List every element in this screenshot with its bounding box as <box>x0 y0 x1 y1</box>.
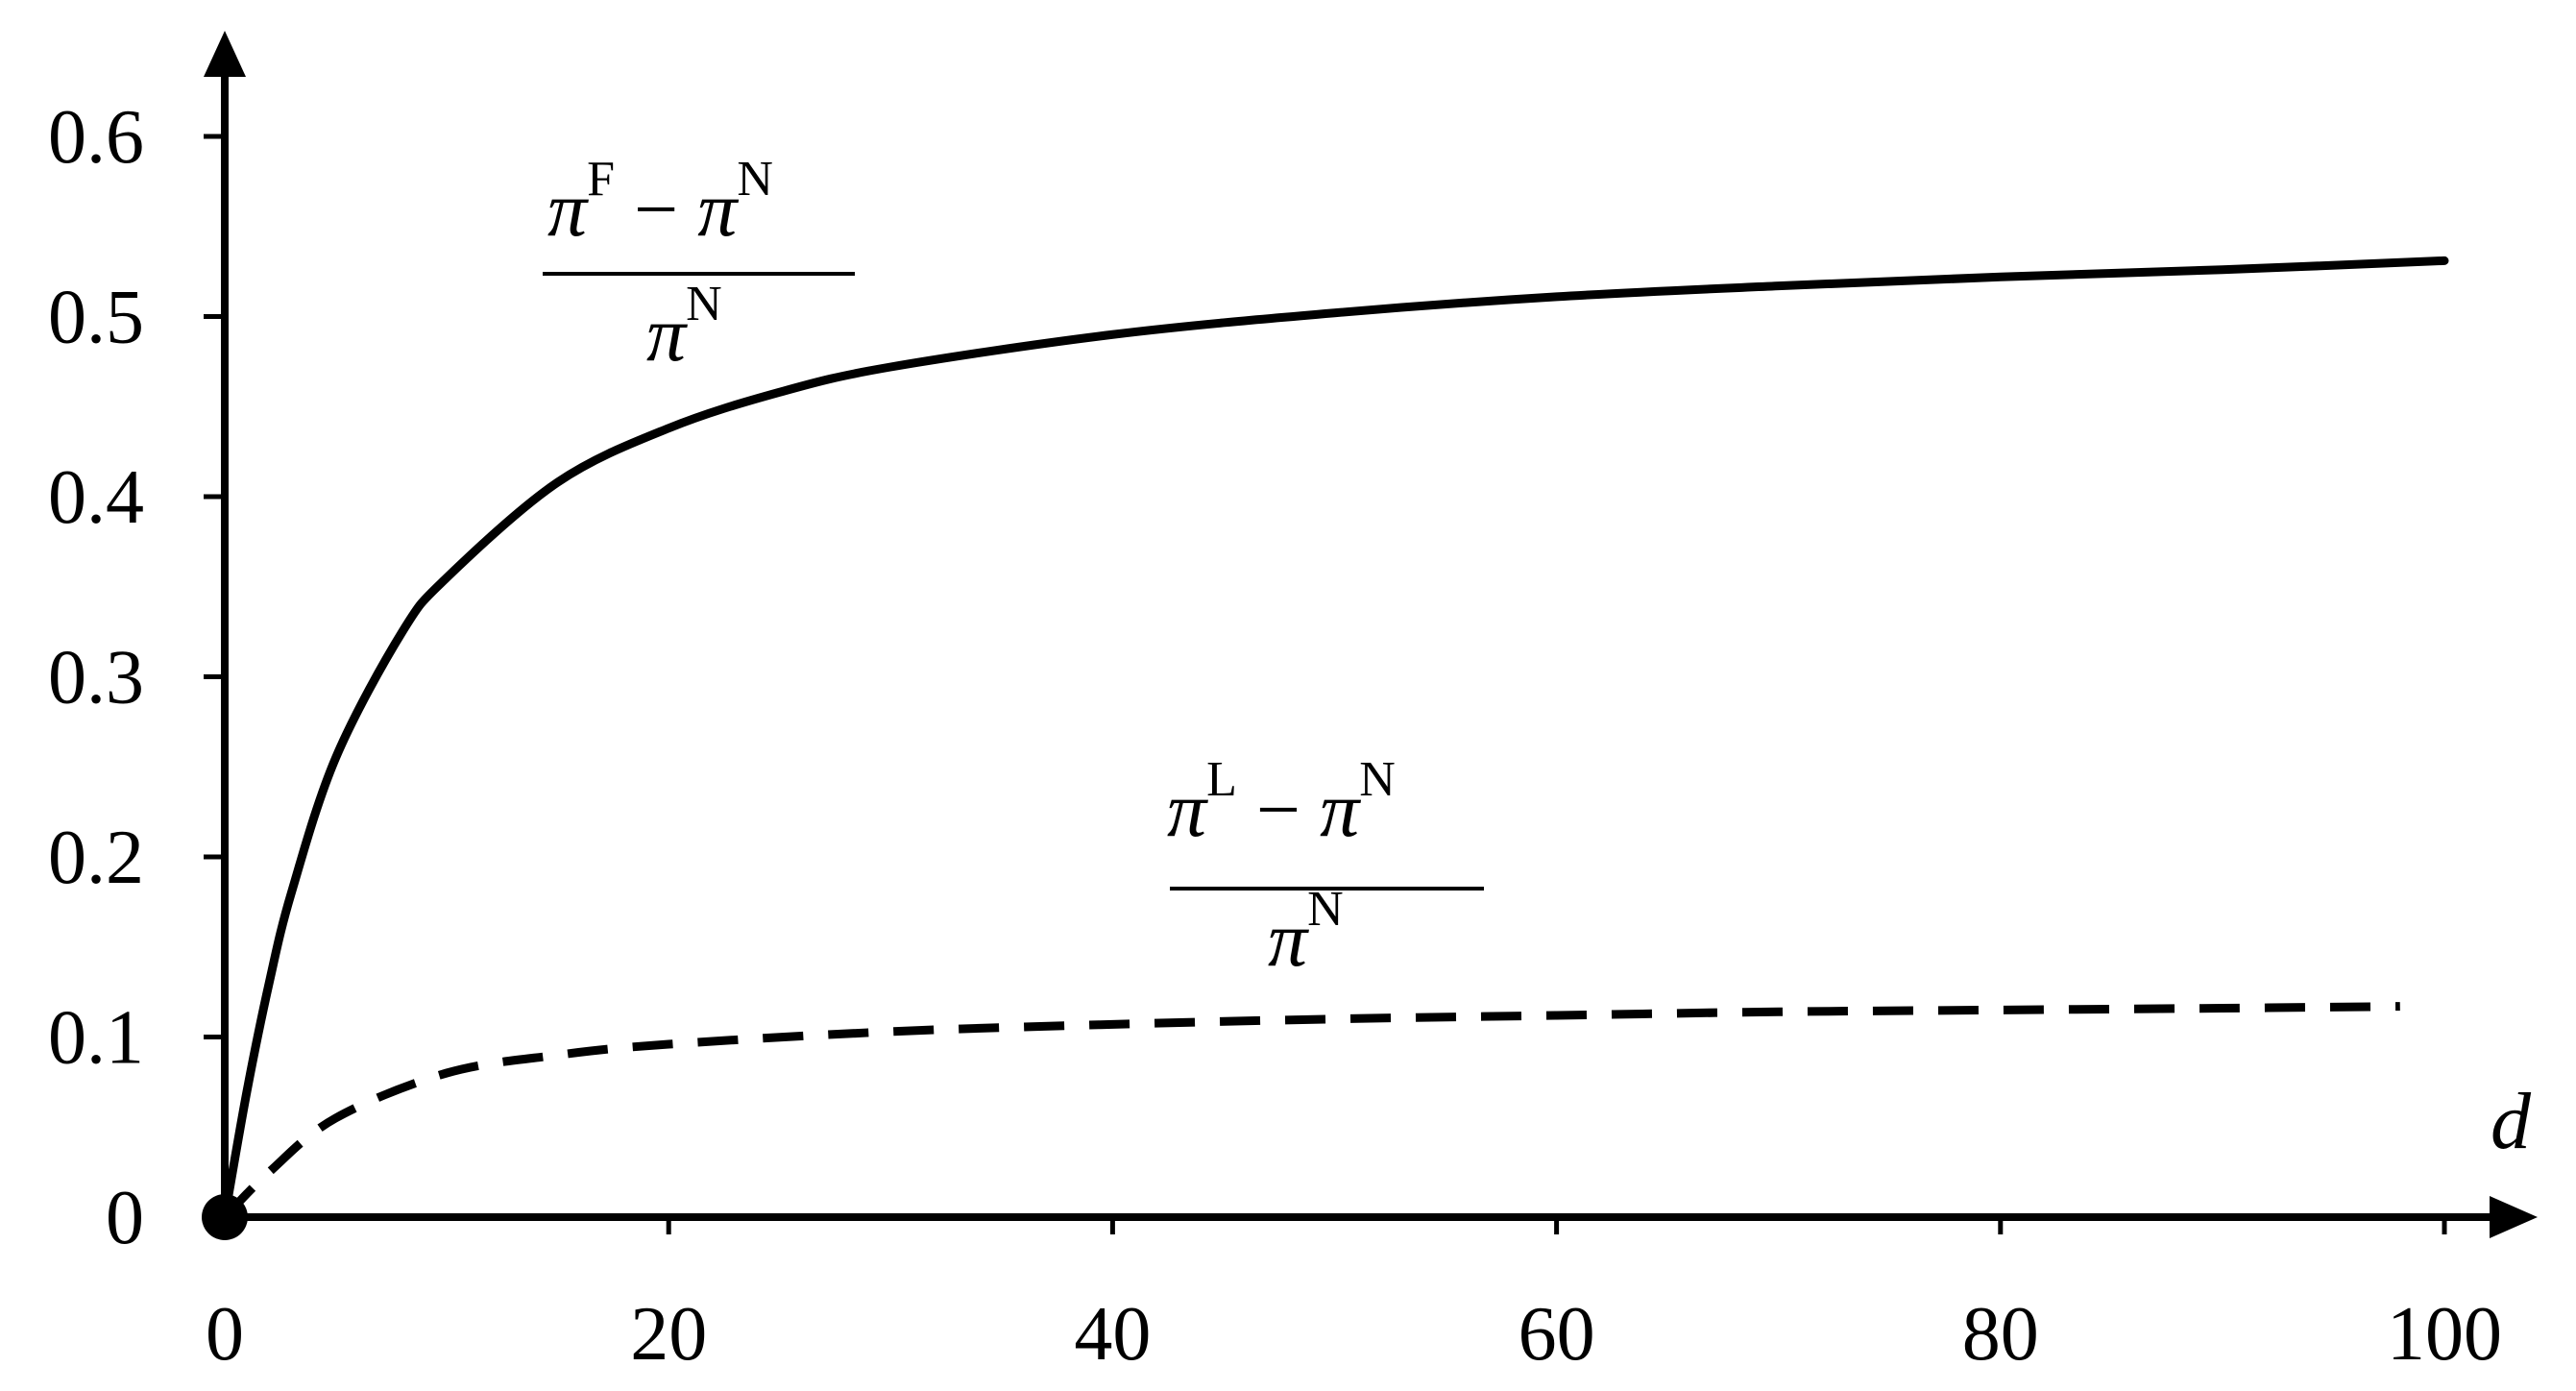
origin-point <box>202 1194 248 1240</box>
y-tick-label-0: 0 <box>106 1176 144 1260</box>
axes <box>204 31 2538 1238</box>
y-tick-label-6: 0.6 <box>48 95 144 180</box>
svg-text:πL−πN: πL − πN <box>1167 752 1396 853</box>
series-1-label: πL − πN πN <box>1167 752 1484 983</box>
series-1-label-num-b: N <box>1359 752 1396 807</box>
y-tick-label-1: 0.1 <box>48 996 144 1081</box>
svg-text:πN: πN <box>1268 882 1344 983</box>
series-1-label-den: N <box>1307 882 1344 937</box>
x-tick-label-0: 0 <box>206 1292 244 1377</box>
svg-text:πN: πN <box>646 277 722 378</box>
series-0-label-num-a: F <box>587 152 615 207</box>
series-0-label-den: N <box>686 277 722 331</box>
x-tick-label-1: 20 <box>630 1292 707 1377</box>
y-tick-label-2: 0.2 <box>48 816 144 900</box>
y-tick-label-5: 0.5 <box>48 276 144 360</box>
series-0-line <box>220 256 2449 1222</box>
series-0-label-num-b: N <box>737 152 773 207</box>
ticks: 0 20 40 60 80 100 0 0.1 0.2 0.3 0.4 0.5 0.6 <box>48 95 2502 1377</box>
svg-text:πF−πN: πF − πN <box>547 152 773 253</box>
series-layer <box>202 256 2449 1240</box>
y-tick-label-3: 0.3 <box>48 636 144 720</box>
series-0-label: πF − πN πN <box>543 152 855 378</box>
x-axis-label: d <box>2491 1077 2532 1166</box>
x-tick-label-2: 40 <box>1074 1292 1151 1377</box>
x-tick-label-5: 100 <box>2387 1292 2502 1377</box>
series-1-label-num-a: L <box>1206 752 1237 807</box>
y-axis-arrow <box>204 31 246 77</box>
y-tick-label-4: 0.4 <box>48 455 144 540</box>
x-axis-arrow <box>2490 1196 2538 1238</box>
x-tick-label-4: 80 <box>1962 1292 2039 1377</box>
x-tick-label-3: 60 <box>1519 1292 1595 1377</box>
series-1-line <box>221 1002 2400 1221</box>
